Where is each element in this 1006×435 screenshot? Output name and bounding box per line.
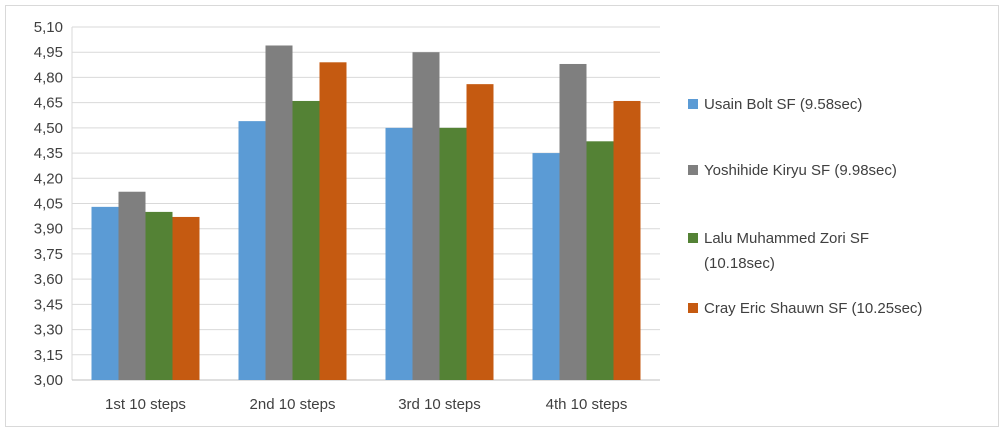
y-tick-label: 3,75 [34,246,63,263]
legend-label-line: Lalu Muhammed Zori SF [704,230,869,247]
legend-label: Lalu Muhammed Zori SF (10.18sec) [704,230,869,272]
y-tick-label: 4,80 [34,69,63,86]
bar [118,191,146,380]
legend-label: Cray Eric Shauwn SF (10.25sec) [704,300,922,317]
y-tick-label: 3,45 [34,296,63,313]
y-tick-label: 3,00 [34,372,63,389]
y-tick-label: 3,30 [34,322,63,339]
bar [439,127,467,380]
bar [412,52,440,380]
bar [466,84,494,381]
y-tick-label: 5,10 [34,19,63,36]
legend-swatch [688,303,698,313]
bar [172,216,200,380]
bar [145,211,173,380]
x-category-label: 3rd 10 steps [398,396,481,413]
legend-label: Usain Bolt SF (9.58sec) [704,96,862,113]
y-tick-label: 4,50 [34,120,63,137]
bar [238,121,266,380]
bar [613,100,641,380]
legend-label-line: (10.18sec) [704,255,775,272]
bar [385,127,413,380]
legend-swatch [688,99,698,109]
y-tick-label: 4,20 [34,170,63,187]
y-tick-label: 4,95 [34,44,63,61]
bar [532,153,560,380]
y-tick-label: 4,65 [34,95,63,112]
bar [559,63,587,380]
y-tick-label: 3,15 [34,347,63,364]
legend-swatch [688,165,698,175]
legend-swatch [688,233,698,243]
bar [265,45,293,380]
y-tick-label: 4,35 [34,145,63,162]
x-category-label: 2nd 10 steps [250,396,336,413]
bar [292,100,320,380]
legend-label: Yoshihide Kiryu SF (9.98sec) [704,162,897,179]
y-tick-label: 3,60 [34,271,63,288]
y-tick-label: 4,05 [34,196,63,213]
y-tick-label: 3,90 [34,221,63,238]
bar [586,141,614,380]
bar [91,206,119,380]
x-category-label: 1st 10 steps [105,396,186,413]
x-category-label: 4th 10 steps [546,396,628,413]
bar [319,62,347,381]
